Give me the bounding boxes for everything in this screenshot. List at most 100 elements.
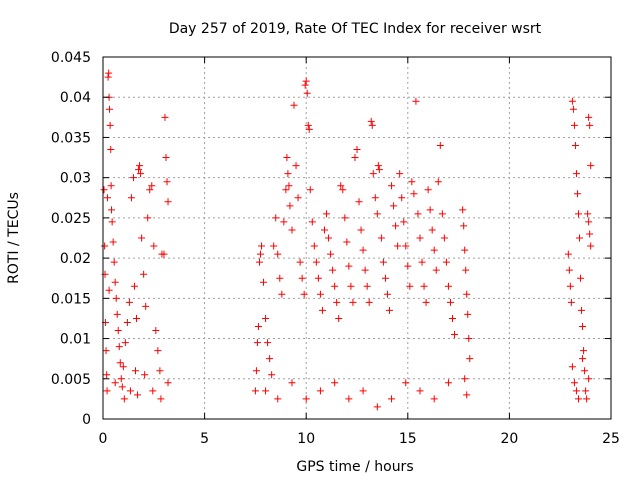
- y-tick-label: 0.035: [51, 130, 91, 146]
- data-point: [586, 230, 594, 238]
- data-point: [461, 375, 469, 383]
- data-point: [337, 182, 345, 190]
- data-point: [154, 347, 162, 355]
- data-point: [329, 266, 337, 274]
- data-point: [304, 121, 312, 129]
- data-point: [162, 154, 170, 162]
- data-point: [368, 121, 376, 129]
- data-point: [451, 331, 459, 339]
- data-point: [412, 97, 420, 105]
- data-point: [164, 379, 172, 387]
- data-point: [270, 242, 278, 250]
- data-point: [268, 371, 276, 379]
- data-point: [363, 282, 371, 290]
- grid-lines: [103, 57, 611, 419]
- data-point: [257, 242, 265, 250]
- data-point: [361, 266, 369, 274]
- data-point: [432, 266, 440, 274]
- y-tick-label: 0.02: [60, 251, 91, 267]
- data-point: [353, 146, 361, 154]
- data-point: [404, 262, 412, 270]
- data-point: [105, 286, 113, 294]
- x-tick-label: 25: [602, 431, 620, 447]
- data-point: [320, 226, 328, 234]
- data-point: [288, 226, 296, 234]
- data-point: [125, 298, 133, 306]
- data-point: [444, 282, 452, 290]
- data-point: [110, 258, 118, 266]
- data-point: [119, 363, 127, 371]
- data-point: [410, 190, 418, 198]
- y-tick-label: 0.025: [51, 211, 91, 227]
- data-point: [379, 258, 387, 266]
- data-point: [577, 274, 585, 282]
- data-point: [576, 234, 584, 242]
- data-point: [301, 81, 309, 89]
- data-point: [424, 186, 432, 194]
- data-point: [333, 298, 341, 306]
- data-point: [262, 387, 270, 395]
- data-point: [402, 379, 410, 387]
- data-point: [569, 105, 577, 113]
- data-point: [133, 314, 141, 322]
- data-point: [587, 162, 595, 170]
- data-point: [274, 250, 282, 258]
- data-point: [335, 314, 343, 322]
- data-point: [318, 306, 326, 314]
- x-axis-title: GPS time / hours: [296, 459, 413, 475]
- y-tick-label: 0.03: [60, 171, 91, 187]
- data-point: [111, 278, 119, 286]
- data-point: [316, 387, 324, 395]
- data-point: [262, 314, 270, 322]
- data-point: [377, 234, 385, 242]
- data-point: [126, 387, 134, 395]
- data-point: [310, 242, 318, 250]
- data-point: [564, 250, 572, 258]
- data-point: [463, 290, 471, 298]
- data-point: [459, 206, 467, 214]
- data-point: [102, 347, 110, 355]
- data-point: [136, 162, 144, 170]
- data-point: [152, 327, 160, 335]
- data-point: [121, 339, 129, 347]
- data-point: [373, 210, 381, 218]
- data-point: [422, 298, 430, 306]
- data-point: [325, 234, 333, 242]
- data-point: [272, 214, 280, 222]
- data-point: [585, 375, 593, 383]
- data-point: [302, 395, 310, 403]
- data-point: [449, 314, 457, 322]
- data-point: [138, 234, 146, 242]
- data-point: [288, 379, 296, 387]
- data-point: [308, 218, 316, 226]
- data-point: [388, 395, 396, 403]
- data-point: [331, 282, 339, 290]
- data-point: [156, 367, 164, 375]
- data-point: [461, 246, 469, 254]
- data-point: [106, 105, 114, 113]
- data-point: [586, 121, 594, 129]
- data-point: [568, 97, 576, 105]
- data-point: [400, 218, 408, 226]
- data-point: [388, 182, 396, 190]
- data-point: [430, 395, 438, 403]
- data-point: [306, 186, 314, 194]
- tick-labels: 0 5 10 15 20 25 0 0.005 0.01 0.015 0.02 0.025 0.03 0.…: [51, 50, 620, 447]
- data-point: [414, 210, 422, 218]
- data-point: [463, 391, 471, 399]
- data-point: [572, 387, 580, 395]
- y-tick-label: 0.01: [60, 332, 91, 348]
- data-point: [107, 182, 115, 190]
- data-point: [574, 395, 582, 403]
- data-point: [163, 178, 171, 186]
- data-point: [290, 101, 298, 109]
- data-point: [135, 166, 143, 174]
- data-point: [127, 194, 135, 202]
- data-point: [359, 387, 367, 395]
- data-point: [316, 290, 324, 298]
- data-point: [298, 274, 306, 282]
- data-point: [101, 242, 109, 250]
- data-point: [137, 170, 145, 178]
- data-point: [444, 379, 452, 387]
